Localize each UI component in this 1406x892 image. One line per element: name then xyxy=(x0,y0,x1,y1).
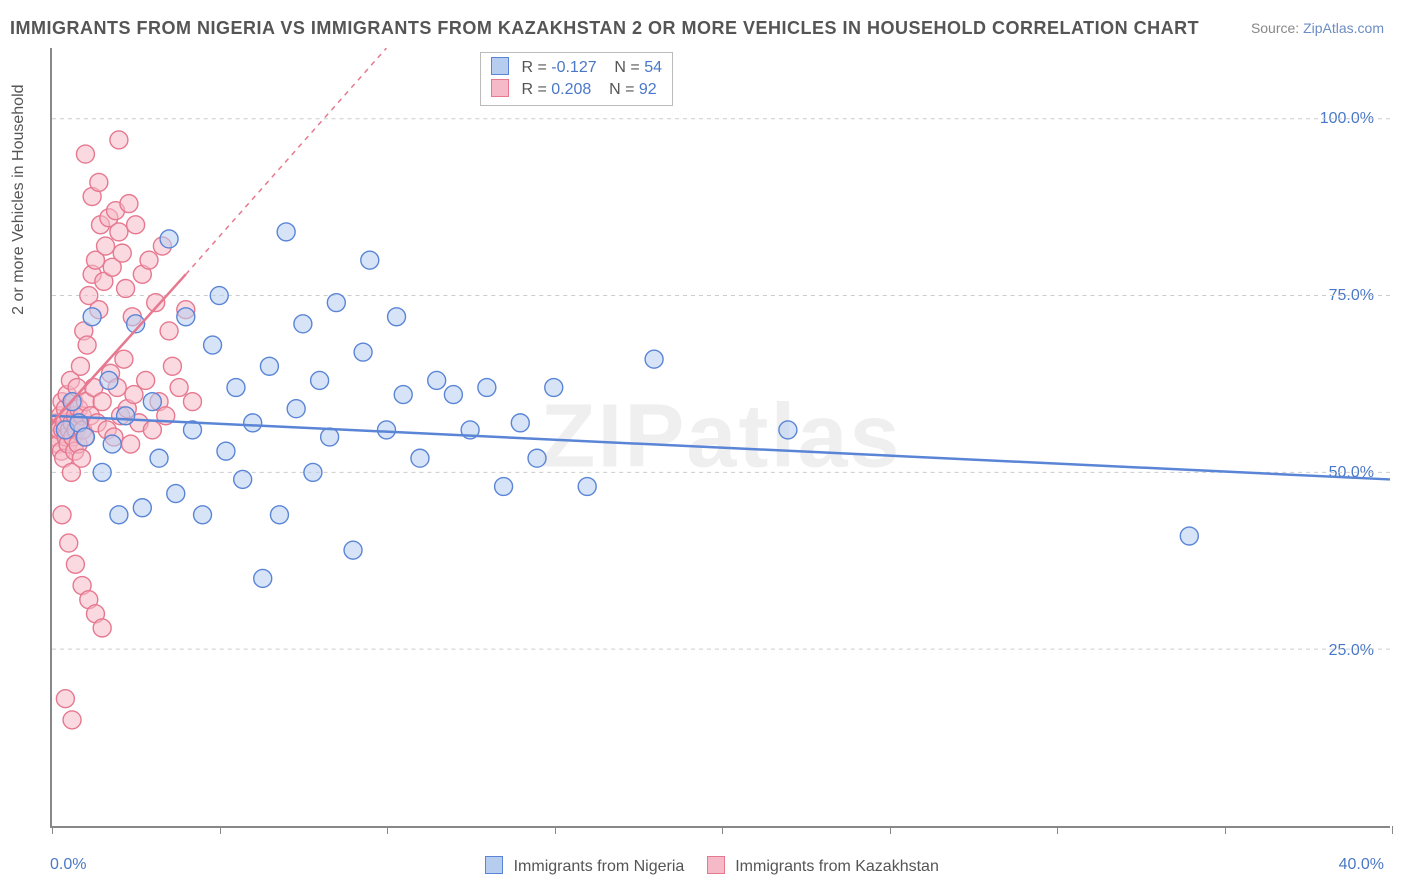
r-value-nigeria: -0.127 xyxy=(551,59,596,76)
swatch-nigeria xyxy=(491,57,509,75)
source-value: ZipAtlas.com xyxy=(1303,20,1384,36)
swatch-kazakhstan xyxy=(491,79,509,97)
r-value-kazakhstan: 0.208 xyxy=(551,81,591,98)
plot-area: ZIPatlas 25.0%50.0%75.0%100.0% xyxy=(50,48,1390,828)
x-tick xyxy=(890,826,891,834)
bottom-legend: Immigrants from Nigeria Immigrants from … xyxy=(0,856,1406,876)
legend-label-kazakhstan: Immigrants from Kazakhstan xyxy=(735,858,939,875)
n-label: N = xyxy=(609,81,634,98)
swatch-kazakhstan-bottom xyxy=(707,856,725,874)
chart-title: IMMIGRANTS FROM NIGERIA VS IMMIGRANTS FR… xyxy=(10,18,1199,39)
n-value-nigeria: 54 xyxy=(644,59,662,76)
x-tick xyxy=(1225,826,1226,834)
scatter-svg xyxy=(52,48,1390,826)
x-tick xyxy=(52,826,53,834)
stats-legend: R = -0.127 N = 54 R = 0.208 N = 92 xyxy=(480,52,673,106)
stats-row-nigeria: R = -0.127 N = 54 xyxy=(491,57,662,79)
y-axis-title: 2 or more Vehicles in Household xyxy=(10,84,28,314)
n-label: N = xyxy=(614,59,639,76)
source-label: Source: xyxy=(1251,20,1299,36)
n-value-kazakhstan: 92 xyxy=(639,81,657,98)
r-label: R = xyxy=(521,81,546,98)
r-label: R = xyxy=(521,59,546,76)
swatch-nigeria-bottom xyxy=(485,856,503,874)
source-attribution: Source: ZipAtlas.com xyxy=(1251,20,1384,36)
x-tick xyxy=(387,826,388,834)
x-tick xyxy=(722,826,723,834)
x-tick xyxy=(220,826,221,834)
x-tick xyxy=(555,826,556,834)
x-tick xyxy=(1057,826,1058,834)
x-tick xyxy=(1392,826,1393,834)
stats-row-kazakhstan: R = 0.208 N = 92 xyxy=(491,79,662,101)
legend-label-nigeria: Immigrants from Nigeria xyxy=(514,858,685,875)
